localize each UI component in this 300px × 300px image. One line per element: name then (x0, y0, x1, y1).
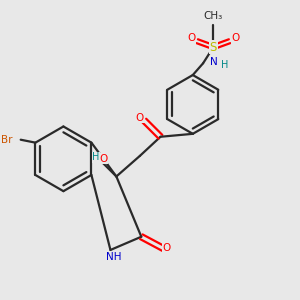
Text: O: O (187, 33, 196, 43)
Text: O: O (136, 113, 144, 123)
Text: O: O (162, 244, 170, 254)
Text: H: H (221, 60, 229, 70)
Text: Br: Br (1, 135, 13, 145)
Text: O: O (231, 33, 240, 43)
Text: S: S (210, 40, 217, 54)
Text: NH: NH (106, 252, 121, 262)
Text: CH₃: CH₃ (204, 11, 223, 21)
Text: N: N (210, 57, 218, 67)
Text: H: H (92, 152, 100, 162)
Text: O: O (100, 154, 108, 164)
